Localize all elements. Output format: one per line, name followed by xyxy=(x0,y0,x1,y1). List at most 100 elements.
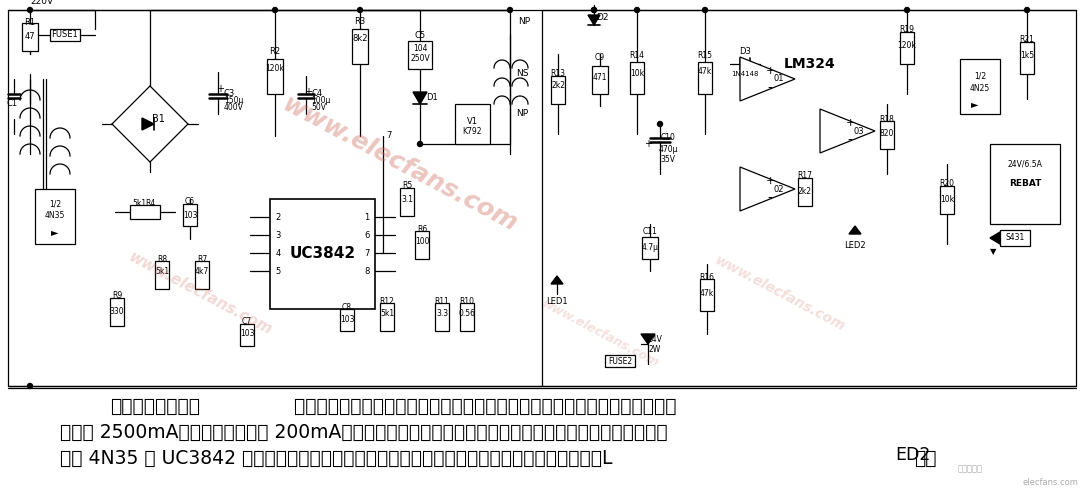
Text: R14: R14 xyxy=(630,51,645,60)
Circle shape xyxy=(658,122,662,126)
Text: B1: B1 xyxy=(152,114,165,124)
Text: 电流为 2500mA，涓流充电电流为 200mA。正常充电充满时，电池两端电压到达设定值，比较器翻转，通过: 电流为 2500mA，涓流充电电流为 200mA。正常充电充满时，电池两端电压到… xyxy=(60,422,668,442)
Polygon shape xyxy=(142,118,154,130)
Text: www.elecfans.com: www.elecfans.com xyxy=(539,297,661,370)
Circle shape xyxy=(1024,7,1030,12)
Polygon shape xyxy=(849,226,861,234)
Text: R20: R20 xyxy=(940,179,955,189)
Text: 0.56: 0.56 xyxy=(459,310,476,319)
Text: 用时发烧友: 用时发烧友 xyxy=(957,464,982,474)
Bar xyxy=(880,121,894,149)
Bar xyxy=(408,41,433,69)
Text: C4: C4 xyxy=(311,89,322,98)
Text: C9: C9 xyxy=(595,53,605,63)
Text: 电动助力车充电器: 电动助力车充电器 xyxy=(109,397,201,415)
Bar xyxy=(900,32,914,64)
Text: R6: R6 xyxy=(417,224,427,234)
Text: 5k1: 5k1 xyxy=(132,200,146,208)
Bar xyxy=(50,29,80,41)
Bar xyxy=(630,62,644,94)
Bar xyxy=(267,59,283,94)
Text: REBAT: REBAT xyxy=(1009,179,1042,189)
Text: 电路利用开关电源充电，以减小充电器的重量和体积。本充电电路的正常充电: 电路利用开关电源充电，以减小充电器的重量和体积。本充电电路的正常充电 xyxy=(282,397,676,415)
Text: www.elecfans.com: www.elecfans.com xyxy=(712,253,848,334)
Text: R4: R4 xyxy=(145,200,155,208)
Text: C3: C3 xyxy=(224,89,235,98)
Text: R19: R19 xyxy=(900,26,915,35)
Text: 820: 820 xyxy=(880,129,894,138)
Text: 4N35: 4N35 xyxy=(44,211,65,220)
Text: 2W: 2W xyxy=(649,345,661,355)
Text: +: + xyxy=(765,66,775,76)
Text: R8: R8 xyxy=(157,254,167,263)
Text: 8: 8 xyxy=(364,266,370,276)
Bar xyxy=(415,231,429,259)
Text: C6: C6 xyxy=(185,198,195,206)
Text: elecfans.com: elecfans.com xyxy=(1022,478,1077,487)
Bar xyxy=(798,178,812,206)
Polygon shape xyxy=(740,167,795,211)
Bar xyxy=(183,204,197,226)
Text: 400V: 400V xyxy=(224,104,244,113)
Circle shape xyxy=(27,7,33,12)
Bar xyxy=(698,62,712,94)
Text: NP: NP xyxy=(518,17,530,27)
Text: 5k1: 5k1 xyxy=(155,267,169,277)
Text: D2: D2 xyxy=(596,13,608,23)
Bar xyxy=(380,303,393,331)
Bar xyxy=(340,309,354,331)
Text: R7: R7 xyxy=(197,254,207,263)
Bar xyxy=(435,303,449,331)
Text: 4N25: 4N25 xyxy=(970,84,990,93)
Bar xyxy=(195,261,209,289)
Text: 2k2: 2k2 xyxy=(798,188,812,197)
Text: D1: D1 xyxy=(426,93,438,102)
Bar xyxy=(352,29,367,64)
Bar xyxy=(240,324,254,346)
Text: 1N4148: 1N4148 xyxy=(732,71,759,77)
Bar xyxy=(35,189,75,244)
Bar xyxy=(1020,42,1034,74)
Polygon shape xyxy=(641,334,655,344)
Circle shape xyxy=(702,7,708,12)
Text: C5: C5 xyxy=(414,32,426,41)
Text: ▼: ▼ xyxy=(990,247,996,256)
Text: FUSE1: FUSE1 xyxy=(52,31,78,40)
Text: 330: 330 xyxy=(109,307,125,317)
Text: 2: 2 xyxy=(275,212,281,221)
Text: FUSE2: FUSE2 xyxy=(608,357,632,366)
Text: www.elecfans.com: www.elecfans.com xyxy=(126,250,274,338)
Circle shape xyxy=(507,7,513,12)
Text: R1: R1 xyxy=(25,18,36,28)
Text: 47k: 47k xyxy=(698,68,712,77)
Text: 光耦 4N35 使 UC3842 的开关驱动脉冲脉宽减小，充电输出电流减小，电流转为涓流充电状态，L: 光耦 4N35 使 UC3842 的开关驱动脉冲脉宽减小，充电输出电流减小，电流… xyxy=(60,449,612,467)
Text: +: + xyxy=(216,84,224,94)
Bar xyxy=(455,104,490,144)
Text: R2: R2 xyxy=(270,47,281,56)
Text: 亮。: 亮。 xyxy=(914,449,937,467)
Text: C1: C1 xyxy=(7,99,18,109)
Text: 2k2: 2k2 xyxy=(551,82,565,90)
Text: S431: S431 xyxy=(1005,234,1024,243)
Bar xyxy=(22,23,38,51)
Bar xyxy=(460,303,474,331)
Text: 5: 5 xyxy=(275,266,281,276)
Text: C11: C11 xyxy=(643,227,657,236)
Text: 02: 02 xyxy=(773,184,784,194)
Text: 6: 6 xyxy=(364,231,370,240)
Circle shape xyxy=(592,7,596,12)
Text: 10k: 10k xyxy=(940,195,954,204)
Polygon shape xyxy=(740,58,750,70)
Text: 4.7µ: 4.7µ xyxy=(642,244,658,252)
Text: 03: 03 xyxy=(853,126,864,135)
Text: 4: 4 xyxy=(275,248,281,257)
Text: C10: C10 xyxy=(660,133,675,142)
Circle shape xyxy=(358,7,362,12)
Bar xyxy=(940,186,954,214)
Text: ED2: ED2 xyxy=(895,446,930,464)
Circle shape xyxy=(634,7,640,12)
Text: ►: ► xyxy=(971,99,979,109)
Text: www.elecfans.com: www.elecfans.com xyxy=(279,92,521,236)
Text: LED2: LED2 xyxy=(844,242,866,250)
Text: 47: 47 xyxy=(25,33,36,41)
